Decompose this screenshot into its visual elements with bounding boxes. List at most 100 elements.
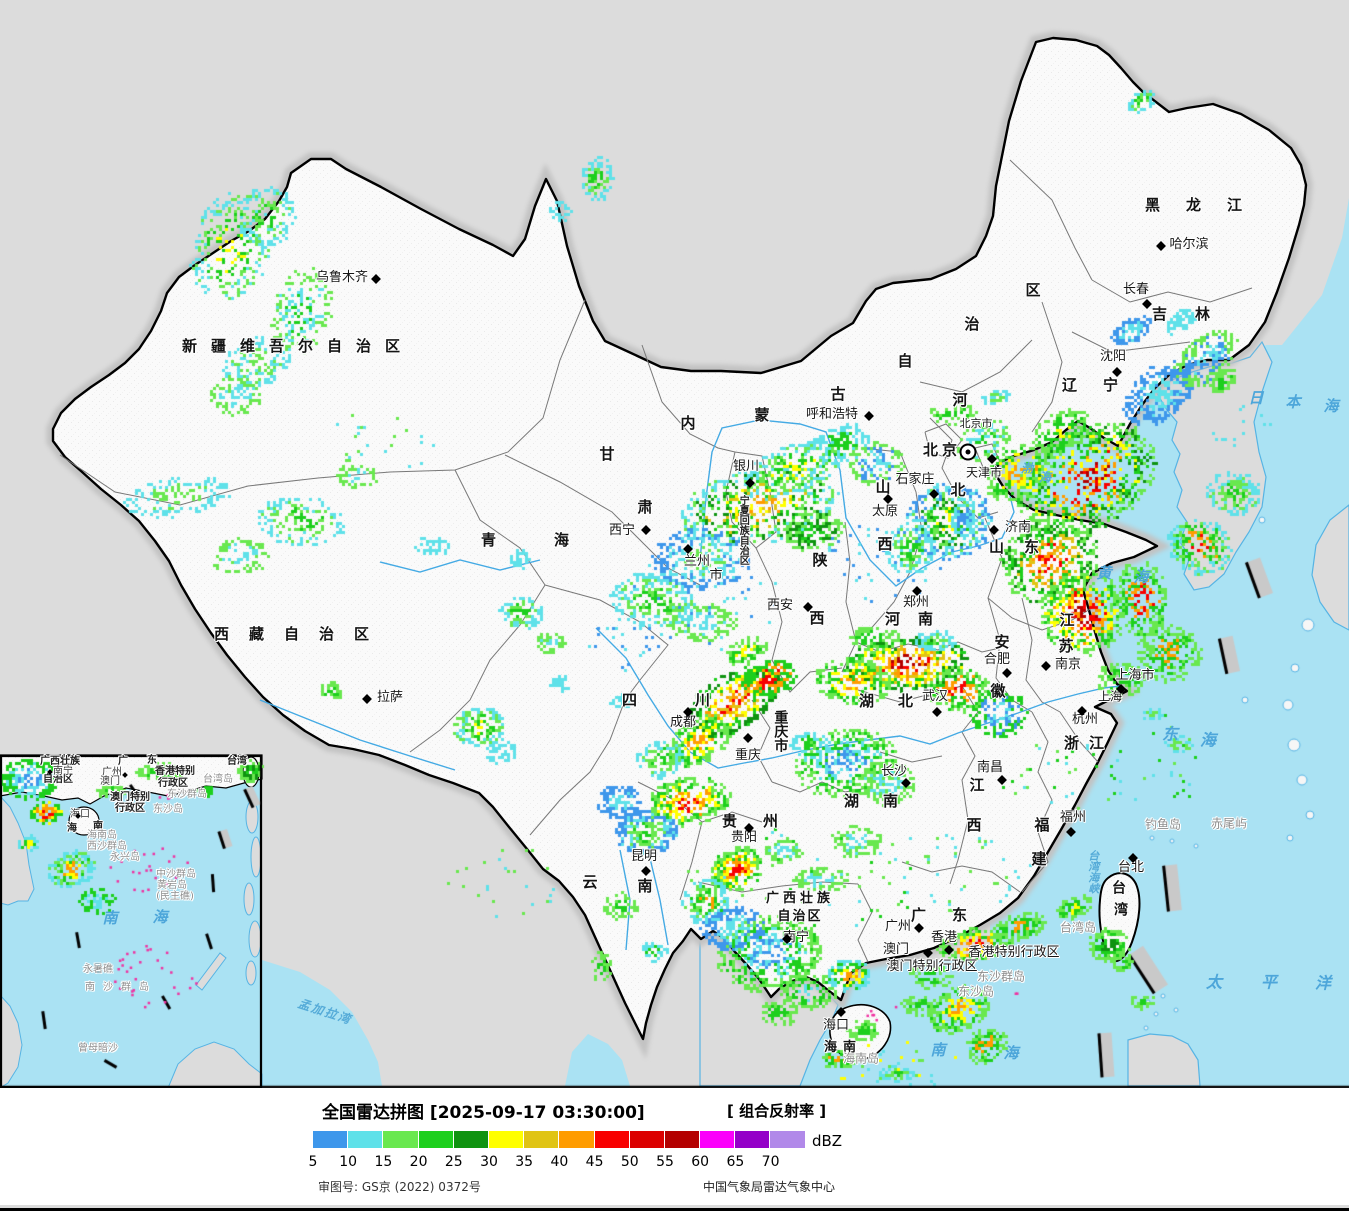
map-label: 四川 — [622, 691, 769, 710]
city-marker — [883, 494, 893, 504]
map-label: 钓鱼岛 — [1144, 817, 1182, 832]
map-label: 本 — [1285, 393, 1301, 412]
map-label: 西 — [877, 535, 893, 554]
map-label: 澳门 — [882, 942, 910, 958]
map-label: 湖南 — [844, 792, 923, 811]
city-marker — [914, 923, 924, 933]
map-label: 西沙群岛 — [87, 840, 127, 852]
colorbar-ticks: 5 10 15 20 25 30 35 40 45 50 55 60 65 70 — [0, 1154, 1349, 1170]
map-label: 山东 — [989, 538, 1060, 557]
map-label: 渤 — [1020, 461, 1034, 476]
map-label: 浙江 — [1064, 734, 1115, 753]
colorbar-swatch — [383, 1131, 418, 1148]
city-marker — [745, 478, 755, 488]
colorbar-tick: 45 — [585, 1154, 604, 1170]
map-label: 沈阳 — [1099, 349, 1127, 365]
map-label: 澳门特别 — [110, 791, 150, 803]
city-marker — [122, 772, 128, 778]
map-label: 内 — [680, 414, 696, 433]
map-label: 自治区 — [777, 909, 823, 925]
map-label: 辽宁 — [1062, 376, 1145, 395]
map-label: 北京市 — [959, 417, 993, 431]
map-label: 永暑礁 — [83, 963, 113, 975]
map-label: 香港特别行政区 — [968, 945, 1060, 961]
city-marker — [641, 866, 651, 876]
map-label: 海 — [1133, 568, 1149, 587]
map-label: 黑龙江 — [1145, 196, 1269, 215]
map-label: 澳门 — [100, 775, 120, 787]
colorbar-tick: 10 — [339, 1154, 358, 1170]
colorbar-tick: 15 — [374, 1154, 393, 1170]
map-label: 合肥 — [983, 652, 1011, 668]
map-label: 重庆 — [734, 748, 762, 764]
city-marker — [864, 411, 874, 421]
map-label: 日 — [1248, 389, 1264, 408]
city-marker — [1066, 827, 1076, 837]
map-label: 西 — [966, 816, 982, 835]
map-label: 河 — [952, 391, 968, 410]
map-label: 黄 — [1096, 564, 1112, 583]
colorbar-swatch — [700, 1131, 735, 1148]
map-label: 上海市 — [1115, 668, 1155, 684]
colorbar-tick: 40 — [550, 1154, 569, 1170]
map-label: 古 — [830, 385, 846, 404]
map-license: 审图号: GS京 (2022) 0372号 — [318, 1180, 481, 1194]
map-label: 区 — [1025, 281, 1041, 300]
city-marker — [932, 707, 942, 717]
map-label: 呼和浩特 — [805, 407, 859, 423]
map-label: 南昌 — [976, 760, 1004, 776]
colorbar-swatch — [488, 1131, 524, 1148]
map-label: 湾 — [1114, 902, 1128, 919]
credit: 中国气象局雷达气象中心 — [703, 1180, 836, 1194]
map-label: 河南 — [885, 610, 952, 629]
city-marker — [944, 945, 954, 955]
colorbar-swatch — [559, 1131, 594, 1148]
colorbar-tick: 5 — [308, 1154, 318, 1170]
city-marker — [1041, 661, 1051, 671]
map-label: 广西壮族 — [40, 755, 80, 767]
map-label: 北 — [950, 481, 966, 500]
city-marker — [1156, 241, 1166, 251]
map-label: 宁夏回族自治区 — [737, 495, 749, 565]
map-label: 贵阳 — [730, 830, 758, 846]
map-label: 海 — [152, 908, 168, 927]
map-label: 江 — [969, 776, 985, 795]
map-label: 平 — [1260, 972, 1278, 992]
map-label: 行政区 — [115, 802, 145, 814]
city-marker — [923, 948, 933, 958]
map-label: 蒙 — [754, 406, 770, 425]
map-label: 南 — [637, 877, 653, 896]
map-label: 银川 — [732, 459, 760, 475]
city-marker — [1002, 668, 1012, 678]
map-label: 建 — [1031, 850, 1047, 869]
map-label: 云 — [582, 873, 598, 892]
map-label: (民主礁) — [156, 890, 194, 902]
capital-marker — [959, 443, 977, 461]
map-label: 广 — [118, 755, 128, 767]
map-label: 上海 — [1097, 689, 1123, 704]
map-label: 自治区 — [43, 773, 73, 785]
map-label: 甘 — [599, 445, 615, 464]
map-label: 长春 — [1122, 282, 1150, 298]
city-marker — [989, 525, 999, 535]
map-label: 肃 — [637, 498, 653, 517]
map-label: 太原 — [871, 504, 899, 520]
map-label: 海口 — [822, 1018, 850, 1034]
map-label: 哈尔滨 — [1169, 237, 1209, 253]
map-label: 广州 — [884, 919, 912, 935]
map-label: 济南 — [1004, 520, 1032, 536]
map-label: 东沙岛 — [957, 984, 995, 999]
map-label: 广西壮族 — [765, 891, 835, 907]
map-label: 市 — [709, 568, 723, 584]
map-label: 曾母暗沙 — [78, 1042, 118, 1054]
colorbar-swatch — [453, 1131, 488, 1148]
map-label: 广州 — [102, 766, 122, 778]
map-label: 湖北 — [859, 692, 938, 711]
colorbar-tick: 65 — [726, 1154, 745, 1170]
map-label: 赤尾屿 — [1210, 816, 1248, 831]
colorbar-swatch — [524, 1131, 559, 1148]
map-label: 北京 — [922, 441, 962, 460]
map-label: 台 — [1112, 880, 1126, 897]
map-label: 东 — [1161, 724, 1179, 744]
